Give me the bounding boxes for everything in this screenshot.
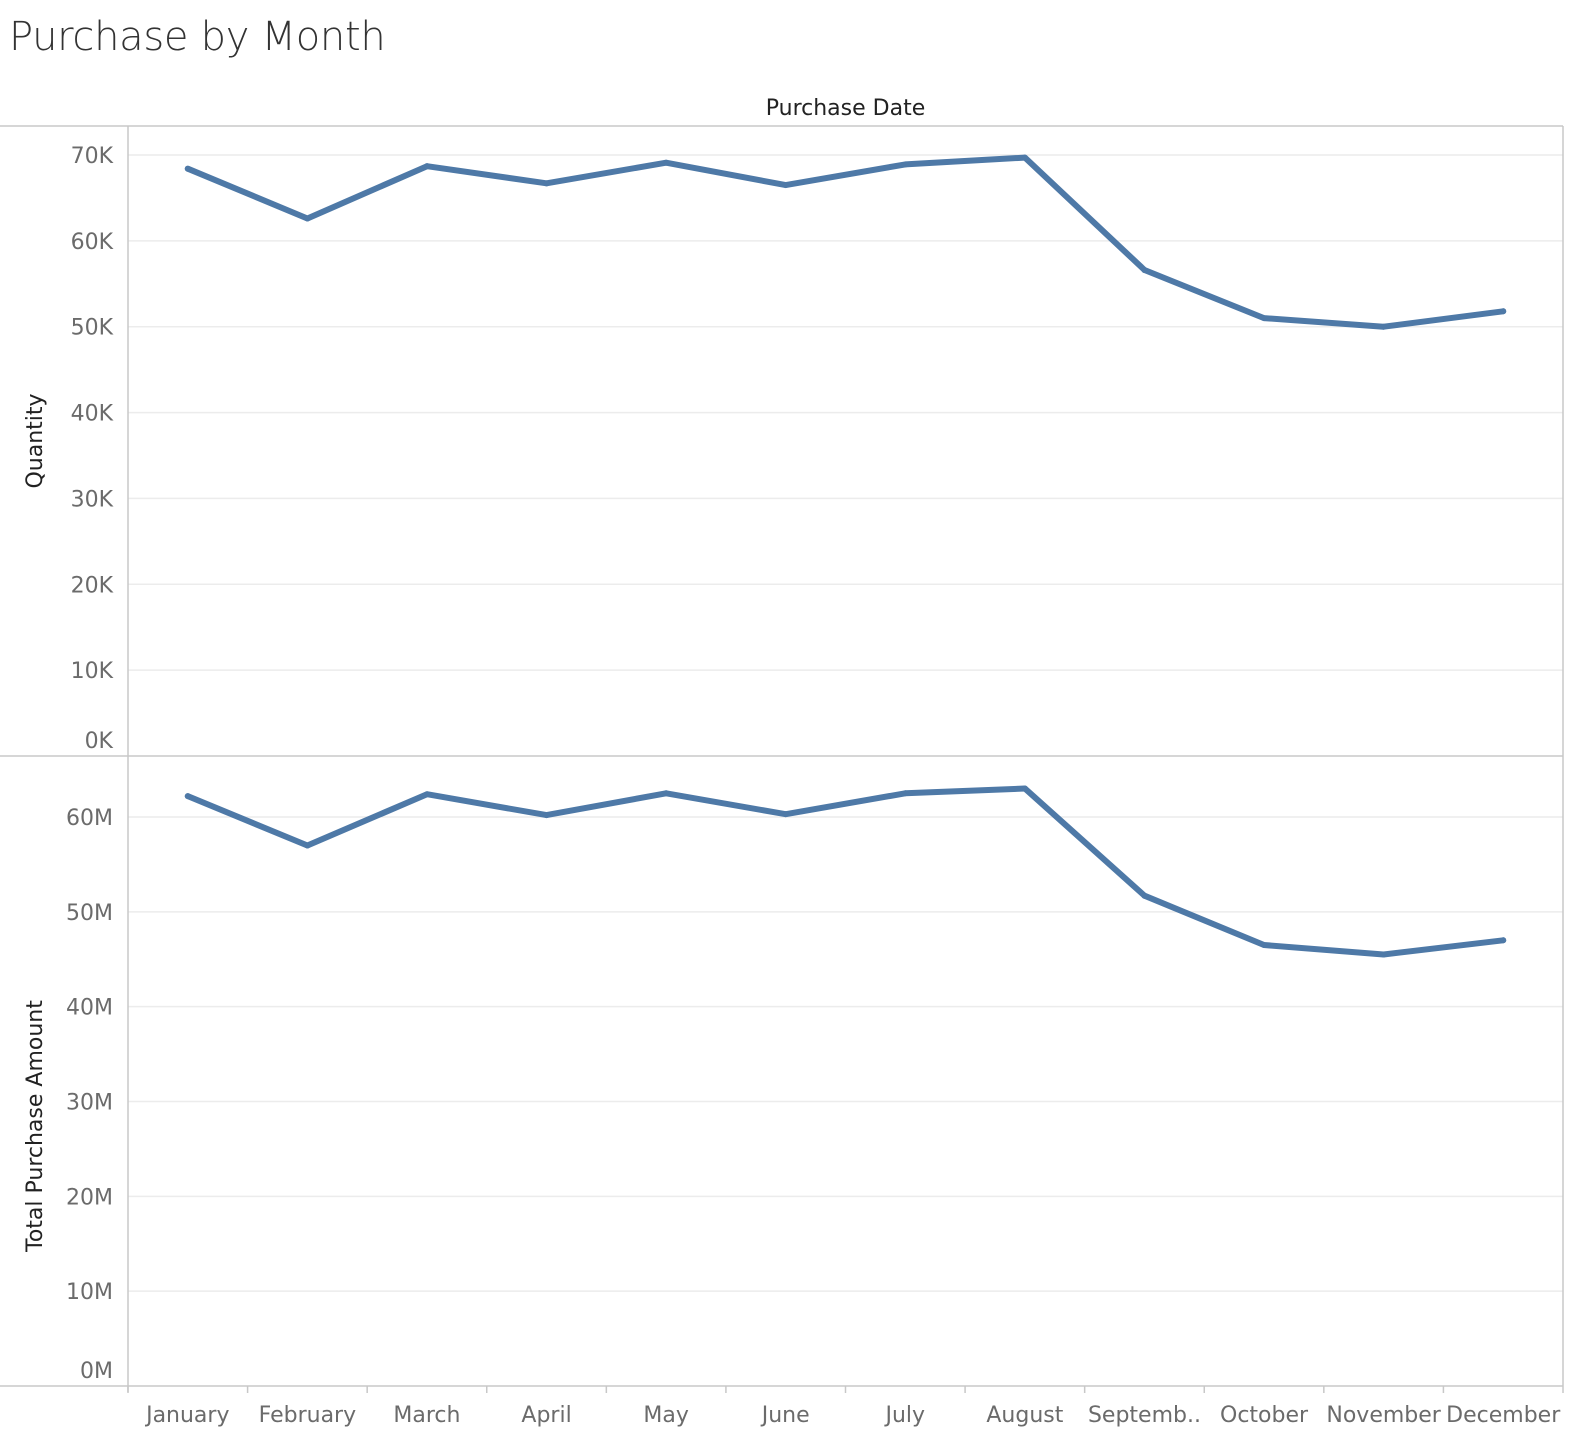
y-tick-label: 0M <box>80 1359 113 1384</box>
y-tick-label: 0K <box>85 729 114 754</box>
x-tick-label: Septemb.. <box>1088 1403 1201 1428</box>
x-tick-label: January <box>144 1403 229 1428</box>
y-tick-label: 10K <box>71 659 114 684</box>
y-tick-label: 30M <box>66 1091 113 1116</box>
data-point <box>1261 315 1268 322</box>
y-tick-label: 30K <box>71 487 114 512</box>
x-tick-label: May <box>643 1403 688 1428</box>
x-tick-label: March <box>393 1403 460 1428</box>
data-point <box>1380 323 1387 330</box>
data-point <box>543 180 550 187</box>
y-tick-label: 60K <box>71 230 114 255</box>
data-point <box>902 161 909 168</box>
y-tick-label: 50K <box>71 316 114 341</box>
y-tick-label: 40M <box>66 996 113 1021</box>
x-tick-label: June <box>760 1403 810 1428</box>
data-point <box>1021 785 1028 792</box>
series-line-0 <box>184 154 1507 330</box>
x-tick-label: April <box>521 1403 571 1428</box>
data-point <box>663 159 670 166</box>
x-tick-label: December <box>1446 1403 1561 1428</box>
data-point <box>1141 892 1148 899</box>
data-point <box>1021 154 1028 161</box>
data-point <box>1500 308 1507 315</box>
data-point <box>304 842 311 849</box>
data-point <box>304 215 311 222</box>
x-tick-label: July <box>884 1403 926 1428</box>
data-point <box>1141 267 1148 274</box>
x-tick-label: August <box>986 1403 1063 1428</box>
data-point <box>423 163 430 170</box>
y-axis-title: Total Purchase Amount <box>23 1000 48 1253</box>
data-point <box>543 812 550 819</box>
y-tick-label: 20M <box>66 1185 113 1210</box>
data-point <box>423 791 430 798</box>
data-point <box>663 790 670 797</box>
x-axis-header: Purchase Date <box>766 96 925 121</box>
y-axis-title: Quantity <box>23 393 48 488</box>
series-line-1 <box>184 785 1507 958</box>
y-tick-label: 70K <box>71 144 114 169</box>
data-point <box>1261 942 1268 949</box>
page-title: Purchase by Month <box>9 14 386 60</box>
data-point <box>1500 937 1507 944</box>
data-point <box>184 793 191 800</box>
y-tick-label: 20K <box>71 573 114 598</box>
x-tick-label: October <box>1220 1403 1309 1428</box>
x-tick-label: November <box>1326 1403 1441 1428</box>
y-tick-label: 10M <box>66 1280 113 1305</box>
data-point <box>1380 951 1387 958</box>
x-tick-label: February <box>259 1403 357 1428</box>
y-tick-label: 50M <box>66 901 113 926</box>
data-point <box>902 790 909 797</box>
data-point <box>782 811 789 818</box>
y-tick-label: 60M <box>66 806 113 831</box>
data-point <box>184 165 191 172</box>
y-tick-label: 40K <box>71 402 114 427</box>
data-point <box>782 182 789 189</box>
